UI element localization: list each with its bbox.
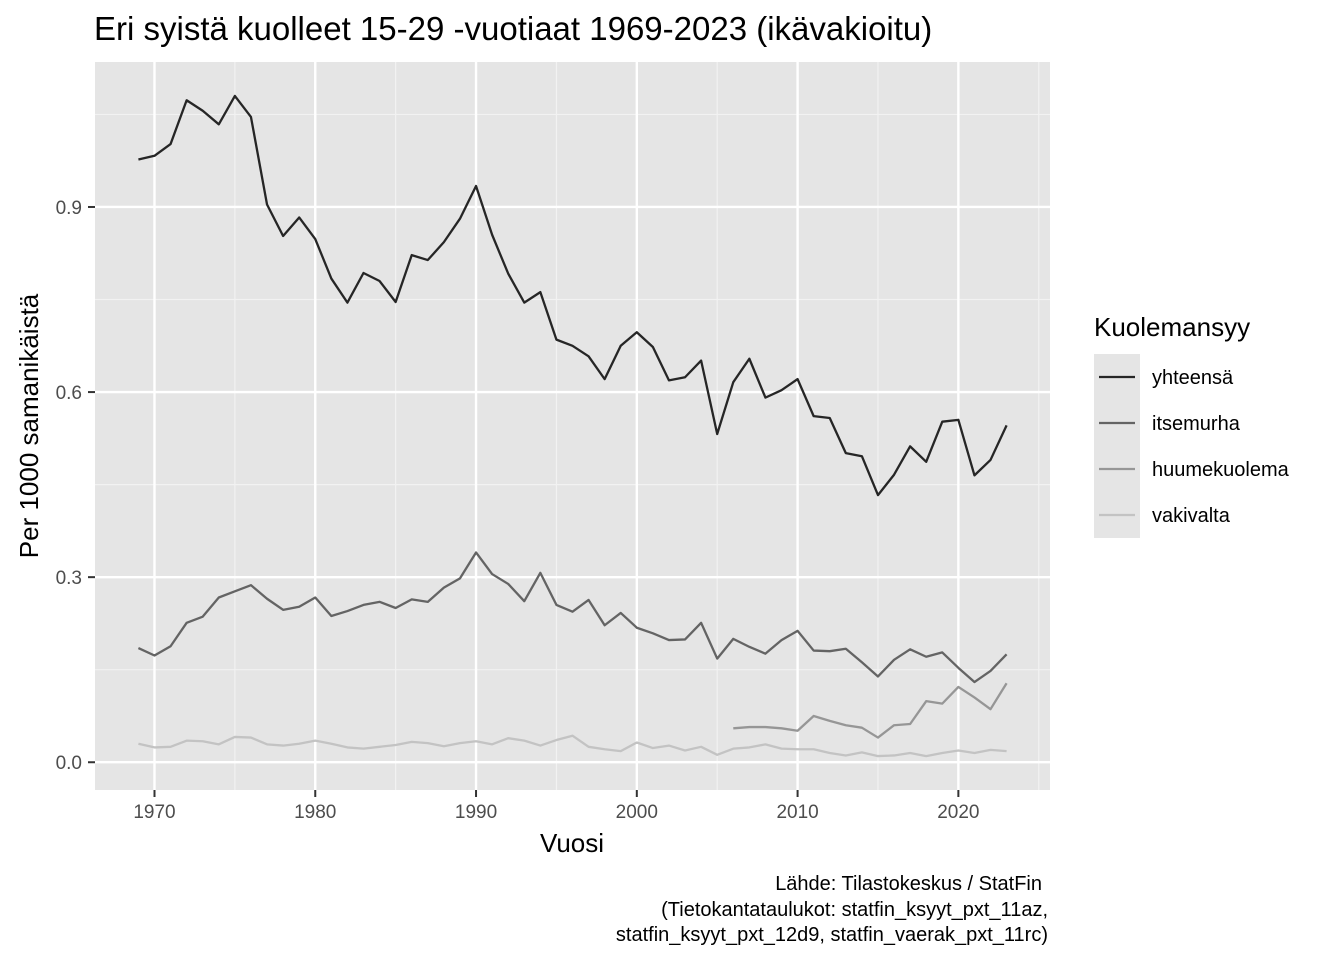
series-line-yhteensä (138, 94, 1008, 497)
x-axis-title: Vuosi (540, 828, 604, 858)
y-tick-label: 0.6 (56, 383, 82, 404)
legend-label-vakivalta: vakivalta (1152, 505, 1231, 527)
x-tick-label: 2010 (776, 802, 818, 823)
caption-line-3: statfin_ksyyt_pxt_12d9, statfin_vaerak_p… (616, 924, 1048, 946)
y-axis-title: Per 1000 samanikäistä (14, 293, 44, 558)
y-tick-label: 0.3 (56, 568, 82, 589)
plot-panel (95, 62, 1050, 790)
x-axis: 1970 1980 1990 2000 2010 2020 (133, 790, 979, 823)
x-tick-label: 1970 (133, 802, 175, 823)
caption-line-2: (Tietokantataulukot: statfin_ksyyt_pxt_1… (661, 899, 1048, 921)
data-lines (137, 94, 1008, 758)
major-gridlines (95, 62, 1050, 790)
y-tick-label: 0.9 (56, 198, 82, 219)
legend-label-huumekuolema: huumekuolema (1152, 459, 1290, 481)
legend: Kuolemansyy yhteensä itsemurha huumekuolem… (1094, 312, 1290, 538)
series-line-vakivalta (138, 734, 1007, 758)
legend-background (1094, 354, 1140, 538)
legend-title: Kuolemansyy (1094, 312, 1250, 342)
minor-gridlines (95, 62, 1050, 790)
x-tick-label: 1980 (294, 802, 336, 823)
legend-label-itsemurha: itsemurha (1152, 413, 1241, 435)
y-axis: 0.0 0.3 0.6 0.9 (56, 198, 95, 774)
y-tick-label: 0.0 (56, 753, 82, 774)
series-line-itsemurha (137, 551, 1008, 684)
chart-title: Eri syistä kuolleet 15-29 -vuotiaat 1969… (94, 10, 932, 47)
x-tick-label: 1990 (455, 802, 497, 823)
legend-items: yhteensä itsemurha huumekuolema vakivalta (1099, 367, 1290, 527)
series-line-huumekuolema (733, 682, 1008, 739)
caption-line-1: Lähde: Tilastokeskus / StatFin (775, 873, 1042, 895)
caption: Lähde: Tilastokeskus / StatFin (Tietokan… (616, 873, 1048, 946)
x-tick-label: 2020 (937, 802, 979, 823)
legend-label-yhteensä: yhteensä (1152, 367, 1234, 389)
x-tick-label: 2000 (616, 802, 658, 823)
